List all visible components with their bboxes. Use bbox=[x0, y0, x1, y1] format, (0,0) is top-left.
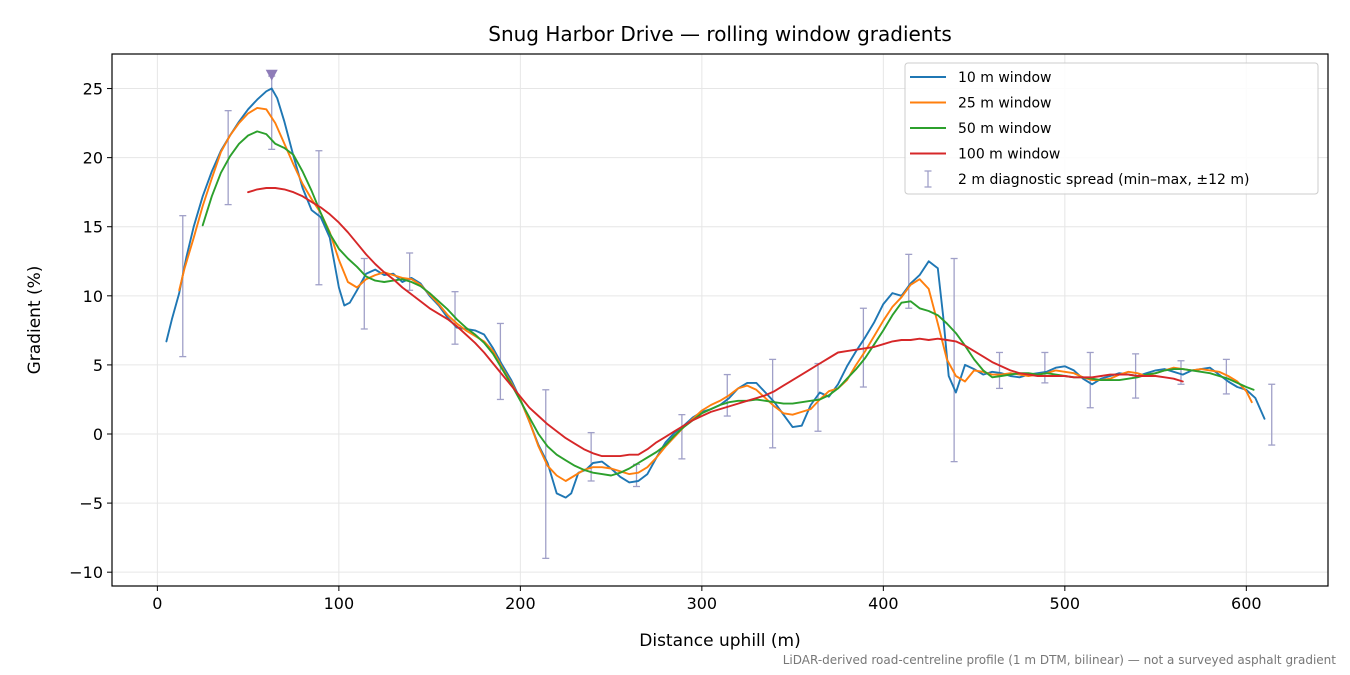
series-line-1 bbox=[165, 87, 1266, 499]
legend-label-4: 100 m window bbox=[958, 147, 1060, 163]
x-tick-label: 400 bbox=[868, 594, 899, 613]
errorbar bbox=[360, 257, 368, 330]
y-tick-label: 20 bbox=[83, 149, 103, 168]
legend-label-3: 50 m window bbox=[958, 121, 1051, 137]
y-tick-label: 15 bbox=[83, 218, 103, 237]
legend: 10 m window 25 m window 50 m window 100 m w… bbox=[904, 62, 1319, 195]
series-line-4 bbox=[247, 187, 1184, 458]
x-axis: 0 100 200 300 400 500 600 bbox=[152, 586, 1262, 613]
legend-label-errorbars: 2 m diagnostic spread (min–max, ±12 m) bbox=[958, 172, 1249, 188]
x-axis-label: Distance uphill (m) bbox=[639, 631, 800, 651]
errorbar bbox=[905, 253, 913, 309]
grid-lines bbox=[112, 54, 1328, 586]
y-tick-label: 0 bbox=[93, 425, 103, 444]
legend-label-1: 10 m window bbox=[958, 70, 1051, 86]
y-tick-label: 5 bbox=[93, 356, 103, 375]
y-axis-label: Gradient (%) bbox=[25, 266, 45, 375]
y-tick-label: −5 bbox=[79, 494, 103, 513]
errorbar bbox=[542, 389, 550, 560]
x-tick-label: 500 bbox=[1050, 594, 1081, 613]
errorbar bbox=[678, 414, 686, 460]
errorbar bbox=[224, 110, 232, 206]
x-tick-label: 0 bbox=[152, 594, 162, 613]
errorbar bbox=[1268, 383, 1276, 446]
errorbar bbox=[315, 150, 323, 286]
y-tick-label: 25 bbox=[83, 80, 103, 99]
series-line-2 bbox=[178, 106, 1253, 482]
plot-frame bbox=[111, 53, 1329, 587]
errorbar bbox=[950, 257, 958, 463]
x-tick-label: 600 bbox=[1231, 594, 1262, 613]
plot-area bbox=[165, 69, 1276, 560]
footnote: LiDAR-derived road-centreline profile (1… bbox=[783, 653, 1337, 667]
legend-box bbox=[904, 62, 1319, 195]
x-tick-label: 200 bbox=[505, 594, 536, 613]
diagnostic-spread-errorbars bbox=[179, 75, 1276, 560]
x-tick-label: 100 bbox=[324, 594, 355, 613]
errorbar bbox=[995, 351, 1003, 390]
chart-title: Snug Harbor Drive — rolling window gradi… bbox=[488, 22, 952, 46]
errorbar bbox=[179, 215, 187, 358]
legend-label-2: 25 m window bbox=[958, 96, 1051, 112]
y-axis: −10 −5 0 5 10 15 20 25 bbox=[69, 80, 112, 582]
errorbar bbox=[1222, 358, 1230, 395]
x-tick-label: 300 bbox=[687, 594, 718, 613]
errorbar bbox=[1041, 351, 1049, 384]
y-tick-label: 10 bbox=[83, 287, 103, 306]
legend-entries: 10 m window 25 m window 50 m window 100 m w… bbox=[910, 70, 1249, 188]
peak-marker bbox=[265, 69, 278, 81]
y-tick-label: −10 bbox=[69, 563, 103, 582]
